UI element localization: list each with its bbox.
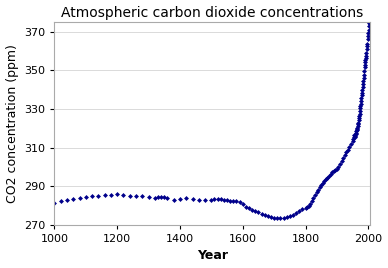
Y-axis label: CO2 concentration (ppm): CO2 concentration (ppm) (5, 44, 19, 203)
X-axis label: Year: Year (197, 250, 228, 262)
Title: Atmospheric carbon dioxide concentrations: Atmospheric carbon dioxide concentration… (61, 6, 363, 20)
